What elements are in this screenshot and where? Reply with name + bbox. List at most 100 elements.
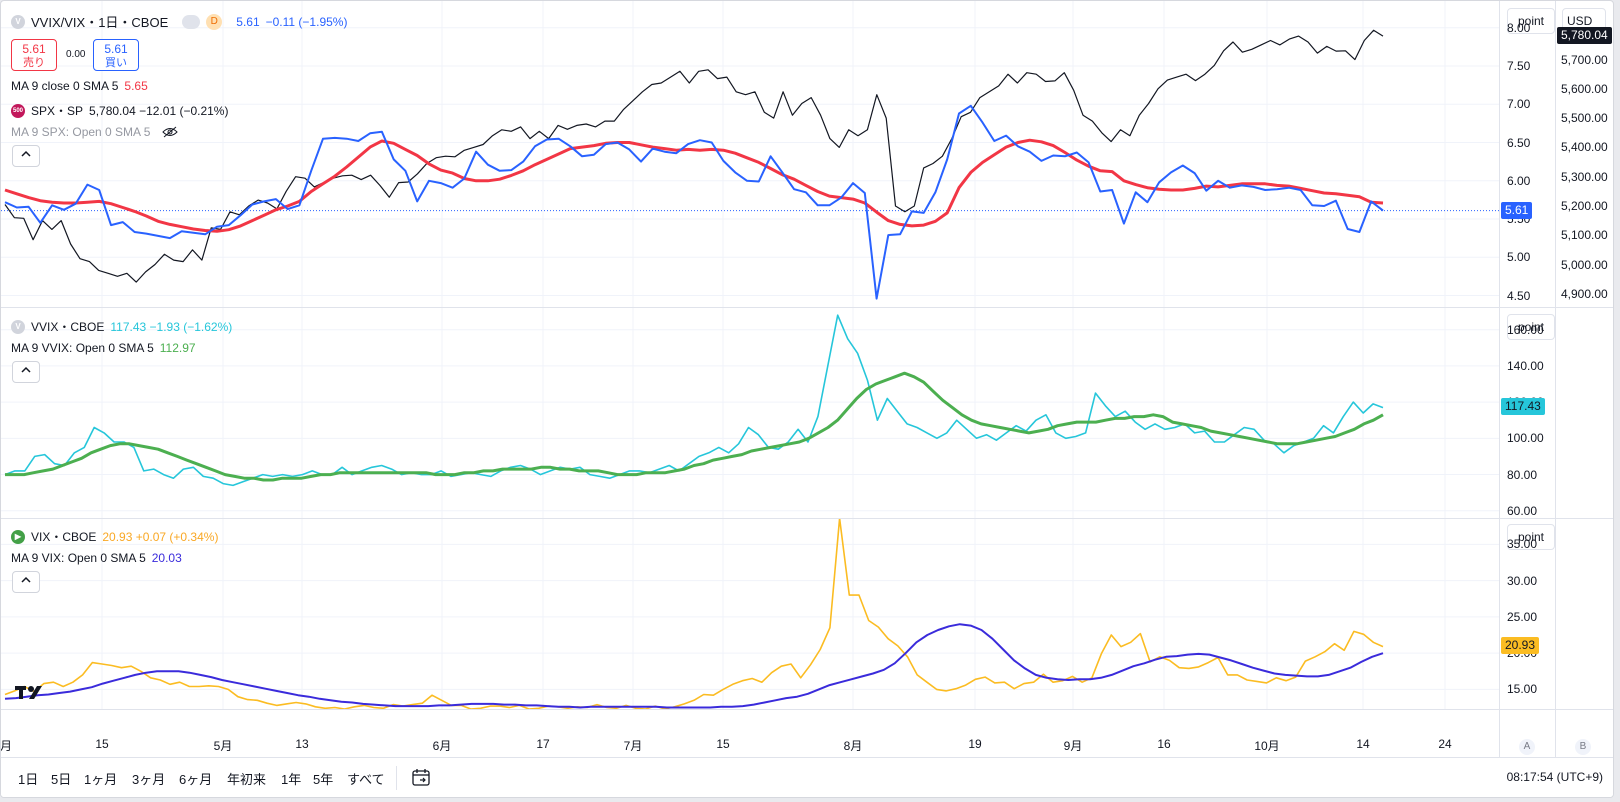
vvix-line[interactable] [4, 314, 1384, 487]
buy-button[interactable]: 5.61 買い [93, 39, 139, 71]
vix-axis-tick: 35.00 [1507, 537, 1538, 552]
vvix-legend[interactable]: V VVIX・CBOE 117.43 −1.93 (−1.62%) [11, 318, 232, 335]
vvix-logo-icon: V [11, 319, 25, 334]
range-6m[interactable]: 6ヶ月 [179, 772, 213, 787]
ratio-axis-tick: 4.50 [1507, 288, 1531, 303]
delayed-badge[interactable]: D [206, 13, 223, 30]
sell-button[interactable]: 5.61 売り [11, 39, 57, 71]
symbol-title[interactable]: VVIX/VIX・1日・CBOE [31, 15, 169, 30]
spx-axis-tick: 5,500.00 [1561, 111, 1608, 126]
tradingview-logo-icon[interactable] [15, 683, 45, 701]
spx-axis-tick: 5,200.00 [1561, 198, 1608, 213]
hidden-eye-icon[interactable] [162, 126, 179, 138]
vvix-axis-tick: 100.00 [1507, 431, 1544, 446]
range-5d[interactable]: 5日 [51, 772, 72, 787]
vix-legend[interactable]: ▶ VIX・CBOE 20.93 +0.07 (+0.34%) [11, 528, 218, 545]
ratio-ma-legend[interactable]: MA 9 close 0 SMA 5 5.65 [11, 79, 148, 93]
time-axis-tick: 5月 [213, 739, 233, 753]
ratio-line[interactable] [4, 104, 1384, 300]
time-axis-tick: 15 [716, 737, 730, 751]
ratio-plot[interactable] [1, 1, 1499, 307]
range-all[interactable]: すべて [347, 772, 385, 787]
pane-vix [1, 519, 1499, 709]
ratio-axis-tick: 5.00 [1507, 250, 1531, 265]
ratio-ma-value: 5.65 [124, 79, 148, 93]
range-ytd[interactable]: 年初来 [227, 772, 267, 787]
time-axis-tick: 月 [0, 739, 13, 753]
collapse-vvix-legend-button[interactable] [12, 361, 40, 383]
ratio-axis-tick: 8.00 [1507, 20, 1531, 35]
vix-ma-line[interactable] [4, 623, 1384, 709]
vvix-ma-value: 112.97 [159, 341, 196, 355]
collapse-vix-legend-button[interactable] [12, 571, 40, 593]
spx-name: SPX・SP [31, 104, 84, 118]
calendar-goto-icon[interactable] [411, 767, 433, 789]
spx-line[interactable] [4, 29, 1384, 283]
buy-label: 買い [105, 57, 127, 69]
spx-logo-icon: 500 [11, 103, 25, 118]
sell-price: 5.61 [22, 42, 46, 56]
vvix-axis-tick: 160.00 [1507, 322, 1544, 337]
collapse-legend-button[interactable] [12, 145, 40, 167]
vix-ma-legend[interactable]: MA 9 VIX: Open 0 SMA 5 20.03 [11, 551, 182, 565]
time-axis-tick: 17 [536, 737, 550, 751]
range-1m[interactable]: 1ヶ月 [84, 772, 118, 787]
vvix-value: 117.43 −1.93 (−1.62%) [110, 319, 233, 334]
scale-mode-button[interactable]: point [1507, 314, 1555, 340]
vix-axis-tick: 15.00 [1507, 682, 1538, 697]
time-axis-tick: 24 [1438, 737, 1452, 751]
vix-line[interactable] [4, 519, 1384, 709]
ratio-ma-line[interactable] [4, 138, 1384, 233]
time-axis-tick: 7月 [623, 739, 643, 753]
vvix-ma-line[interactable] [5, 371, 1384, 482]
vix-symbol: VIX・CBOE [31, 530, 97, 544]
price-axis-divider [1499, 1, 1500, 797]
secondary-scale-button[interactable]: B [1575, 739, 1591, 755]
spx-axis-tick: 5,700.00 [1561, 52, 1608, 67]
time-axis-tick: 9月 [1063, 739, 1083, 753]
spx-ma-label: MA 9 SPX: Open 0 SMA 5 [11, 125, 151, 139]
spx-legend[interactable]: 500 SPX・SP 5,780.04 −12.01 (−0.21%) [11, 102, 228, 119]
vvix-axis-tick: 80.00 [1507, 467, 1538, 482]
vvix-symbol: VVIX・CBOE [31, 320, 105, 334]
range-1y[interactable]: 1年 [281, 772, 302, 787]
time-axis-tick: 13 [295, 737, 309, 751]
range-3m[interactable]: 3ヶ月 [132, 772, 166, 787]
ratio-last-price-tag: 5.61 [1501, 201, 1533, 219]
spx-axis-tick: 5,400.00 [1561, 140, 1608, 155]
clock-time[interactable]: 08:17:54 (UTC+9) [1506, 770, 1603, 784]
market-status-icon[interactable] [182, 14, 201, 29]
buy-price: 5.61 [104, 42, 128, 56]
vix-logo-icon: ▶ [11, 529, 25, 544]
pane-ratio [1, 1, 1499, 307]
spx-value: 5,780.04 −12.01 (−0.21%) [89, 103, 229, 118]
pane-vvix [1, 308, 1499, 518]
pane-divider[interactable] [1, 518, 1613, 519]
main-legend[interactable]: V VVIX/VIX・1日・CBOE D 5.61 −0.11 (−1.95%) [11, 12, 347, 31]
time-axis-tick: 19 [968, 737, 982, 751]
spx-axis-tick: 5,000.00 [1561, 257, 1608, 272]
range-1d[interactable]: 1日 [18, 772, 39, 787]
vix-axis-tick: 30.00 [1507, 573, 1538, 588]
vix-axis-tick: 25.00 [1507, 609, 1538, 624]
vvix-axis-tick: 60.00 [1507, 503, 1538, 518]
scale-mode-button[interactable]: point [1507, 8, 1555, 34]
vvix-plot[interactable] [1, 308, 1499, 518]
ratio-axis-tick: 7.00 [1507, 97, 1531, 112]
sell-label: 売り [23, 57, 45, 69]
vvix-ma-legend[interactable]: MA 9 VVIX: Open 0 SMA 5 112.97 [11, 341, 196, 355]
ratio-axis-tick: 6.00 [1507, 173, 1531, 188]
pane-divider[interactable] [1, 307, 1613, 308]
ratio-ma-label: MA 9 close 0 SMA 5 [11, 79, 119, 93]
vix-ma-label: MA 9 VIX: Open 0 SMA 5 [11, 551, 146, 565]
range-5y[interactable]: 5年 [313, 772, 334, 787]
time-axis-tick: 6月 [432, 739, 452, 753]
spx-axis-tick: 4,900.00 [1561, 286, 1608, 301]
spx-ma-legend[interactable]: MA 9 SPX: Open 0 SMA 5 [11, 125, 179, 139]
ratio-axis-tick: 7.50 [1507, 59, 1531, 74]
time-axis-tick: 16 [1157, 737, 1171, 751]
bottom-toolbar: 1日 5日 1ヶ月 3ヶ月 6ヶ月 年初来 1年 5年 すべて 08:17:54… [1, 757, 1613, 797]
vix-plot[interactable] [1, 519, 1499, 709]
auto-scale-button[interactable]: A [1519, 739, 1535, 755]
scale-mode-button[interactable]: point [1507, 524, 1555, 550]
